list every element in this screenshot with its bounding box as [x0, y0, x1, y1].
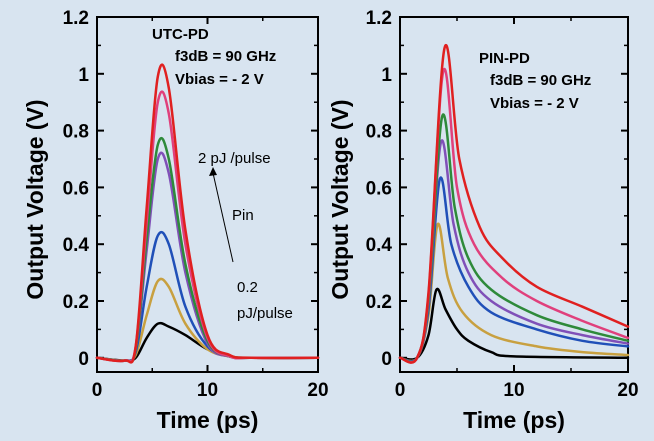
y-tick-label: 0.4 — [366, 235, 393, 256]
y-tick-label: 0.8 — [63, 122, 89, 143]
series-line-6 — [398, 43, 630, 364]
utc-pd-panel: 0 0.2 0.4 0.6 0.8 1 1.2 0 10 20 Time (ps) Output Vo… — [22, 8, 329, 433]
y-tick-label: 1 — [381, 65, 392, 86]
annotation-vbias: Vbias = - 2 V — [490, 95, 579, 112]
series-line-3 — [95, 151, 320, 363]
y-tick-label: 1.2 — [366, 8, 392, 29]
annotation-high-pulse: 2 pJ /pulse — [198, 150, 271, 167]
annotation-device: PIN-PD — [479, 50, 530, 67]
y-axis-title: Output Voltage (V) — [327, 99, 353, 299]
annotation-pin: Pin — [232, 207, 254, 224]
y-tick-label: 0.6 — [63, 178, 89, 199]
annotation-f3db: f3dB = 90 GHz — [490, 72, 591, 89]
annotation-vbias: Vbias = - 2 V — [175, 71, 264, 88]
pin-pd-panel: 0 0.2 0.4 0.6 0.8 1 1.2 0 10 20 Time (ps) Output Vo… — [327, 8, 639, 433]
x-tick-label: 10 — [197, 380, 218, 401]
pin-arrow-head — [209, 167, 217, 176]
x-tick-label: 0 — [395, 380, 406, 401]
y-axis-title: Output Voltage (V) — [22, 99, 48, 299]
x-axis-title: Time (ps) — [157, 407, 259, 433]
y-tick-label: 0.2 — [63, 292, 89, 313]
y-tick-label: 0 — [78, 349, 89, 370]
x-tick-label: 0 — [92, 380, 103, 401]
x-tick-label: 10 — [503, 380, 524, 401]
series-line-4 — [95, 136, 320, 364]
y-tick-label: 0.8 — [366, 122, 392, 143]
annotation-low-pulse-1: 0.2 — [237, 279, 258, 296]
x-tick-label: 20 — [307, 380, 328, 401]
y-tick-label: 0.4 — [63, 235, 90, 256]
y-tick-label: 0.2 — [366, 292, 392, 313]
series-line-0 — [398, 287, 630, 361]
x-axis-title: Time (ps) — [463, 407, 565, 433]
y-tick-label: 0.6 — [366, 178, 392, 199]
y-tick-label: 0 — [381, 349, 392, 370]
annotation-low-pulse-2: pJ/pulse — [237, 305, 293, 322]
series-line-6 — [95, 63, 320, 364]
pin-arrow-line — [212, 172, 234, 263]
annotation-device: UTC-PD — [152, 26, 209, 43]
annotation-f3db: f3dB = 90 GHz — [175, 48, 276, 65]
y-tick-label: 1 — [78, 65, 89, 86]
x-tick-label: 20 — [617, 380, 638, 401]
y-tick-label: 1.2 — [63, 8, 89, 29]
